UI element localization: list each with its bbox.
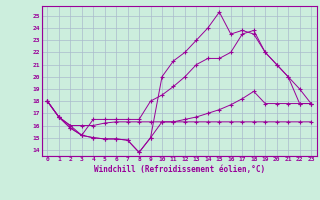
X-axis label: Windchill (Refroidissement éolien,°C): Windchill (Refroidissement éolien,°C) [94, 165, 265, 174]
